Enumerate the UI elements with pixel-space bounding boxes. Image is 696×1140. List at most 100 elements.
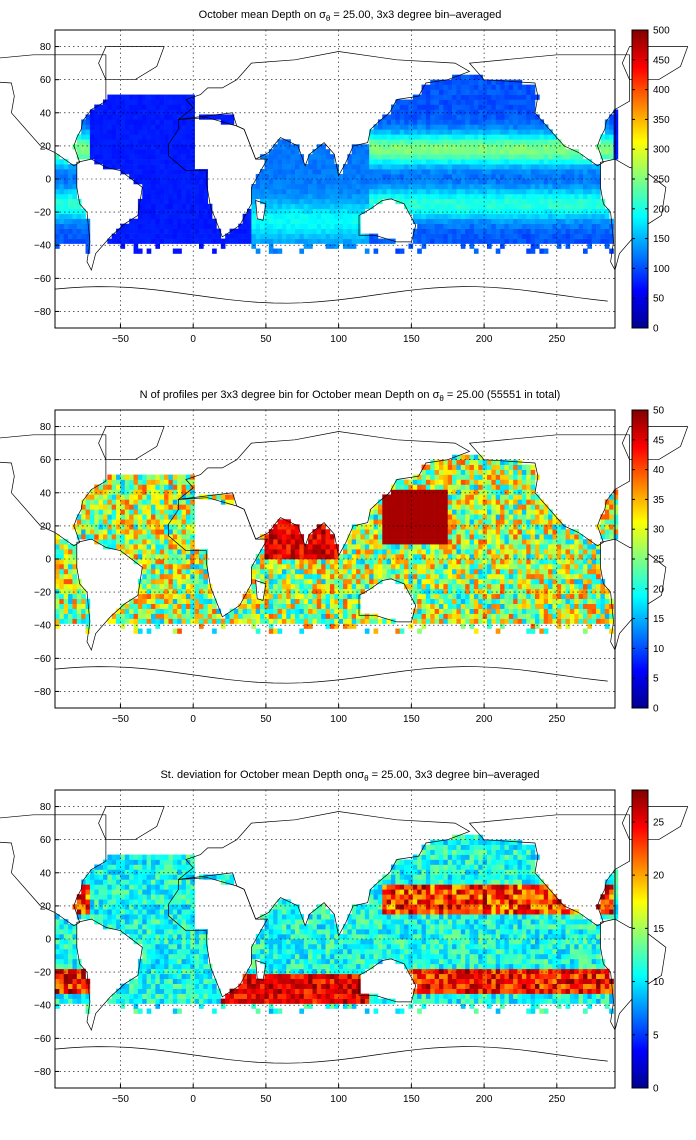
heatmap-cell xyxy=(434,149,440,155)
heatmap-cell xyxy=(565,608,571,614)
heatmap-cell xyxy=(478,573,483,580)
heatmap-cell xyxy=(408,109,414,115)
heatmap-cell xyxy=(382,544,387,550)
heatmap-cell xyxy=(521,149,527,155)
heatmap-cell xyxy=(447,119,453,125)
heatmap-cell xyxy=(321,169,326,175)
heatmap-cell xyxy=(399,139,405,145)
heatmap-cell xyxy=(434,238,440,244)
heatmap-cell xyxy=(360,198,366,205)
heatmap-cell xyxy=(513,578,518,585)
heatmap-cell xyxy=(600,593,606,600)
heatmap-cell xyxy=(268,208,274,215)
heatmap-cell xyxy=(434,84,440,90)
heatmap-cell xyxy=(190,164,195,170)
heatmap-cell xyxy=(290,593,296,600)
heatmap-cell xyxy=(190,154,195,160)
heatmap-cell xyxy=(107,164,113,170)
heatmap-cell xyxy=(456,583,462,590)
heatmap-cell xyxy=(124,529,130,535)
heatmap-cell xyxy=(351,563,357,570)
heatmap-cell xyxy=(111,154,117,160)
y-tick-label: 40 xyxy=(40,108,52,119)
heatmap-cell xyxy=(465,79,470,85)
heatmap-cell xyxy=(137,174,143,180)
heatmap-cell xyxy=(495,539,501,545)
heatmap-cell xyxy=(377,549,383,555)
heatmap-cell xyxy=(334,608,339,614)
heatmap-cell xyxy=(439,524,444,530)
heatmap-cell xyxy=(487,623,492,629)
heatmap-cell xyxy=(408,183,414,190)
heatmap-cell xyxy=(465,603,470,609)
heatmap-cell xyxy=(364,159,370,165)
heatmap-cell xyxy=(81,134,86,140)
heatmap-cell xyxy=(264,618,270,624)
heatmap-cell xyxy=(434,144,440,150)
heatmap-cell xyxy=(63,588,69,595)
heatmap-cell xyxy=(561,193,566,200)
heatmap-cell xyxy=(133,223,139,229)
heatmap-cell xyxy=(391,568,396,575)
heatmap-cell xyxy=(155,618,161,624)
heatmap-cell xyxy=(517,213,523,220)
heatmap-cell xyxy=(500,623,505,629)
heatmap-cell xyxy=(591,578,597,585)
heatmap-cell xyxy=(133,603,139,609)
heatmap-cell xyxy=(343,618,348,624)
heatmap-cell xyxy=(539,183,545,190)
heatmap-cell xyxy=(116,119,121,125)
heatmap-cell xyxy=(491,613,497,619)
heatmap-cell xyxy=(495,233,501,239)
heatmap-cell xyxy=(587,593,593,600)
heatmap-cell xyxy=(295,618,300,624)
heatmap-cell xyxy=(277,608,283,614)
heatmap-cell xyxy=(129,233,134,239)
heatmap-cell xyxy=(116,519,121,525)
heatmap-cell xyxy=(465,159,470,165)
heatmap-cell xyxy=(561,169,566,175)
heatmap-cell xyxy=(338,179,344,185)
heatmap-cell xyxy=(68,588,73,595)
heatmap-cell xyxy=(513,559,518,565)
heatmap-cell xyxy=(316,554,322,560)
heatmap-cell xyxy=(460,539,466,545)
heatmap-cell xyxy=(408,568,414,575)
heatmap-cell xyxy=(177,578,182,585)
heatmap-cell xyxy=(434,104,440,110)
heatmap-cell xyxy=(120,618,126,624)
heatmap-cell xyxy=(194,578,200,585)
heatmap-cell xyxy=(364,549,370,555)
heatmap-cell xyxy=(395,534,401,540)
heatmap-cell xyxy=(277,578,283,585)
heatmap-cell xyxy=(591,193,597,200)
heatmap-cell xyxy=(447,124,453,130)
heatmap-cell xyxy=(391,549,396,555)
heatmap-cell xyxy=(72,198,78,205)
heatmap-cell xyxy=(439,193,444,200)
heatmap-cell xyxy=(543,598,549,604)
heatmap-cell xyxy=(561,223,566,229)
heatmap-cell xyxy=(325,223,331,229)
heatmap-cell xyxy=(535,618,540,624)
heatmap-cell xyxy=(251,583,257,590)
heatmap-cell xyxy=(421,608,427,614)
heatmap-cell xyxy=(172,228,178,234)
heatmap-cell xyxy=(137,114,143,120)
heatmap-cell xyxy=(508,598,514,604)
heatmap-cell xyxy=(561,213,566,220)
heatmap-cell xyxy=(443,179,449,185)
heatmap-cell xyxy=(177,583,182,590)
heatmap-cell xyxy=(151,223,156,229)
heatmap-cell xyxy=(63,213,69,220)
heatmap-cell xyxy=(434,99,440,105)
heatmap-cell xyxy=(168,174,174,180)
heatmap-cell xyxy=(356,559,361,565)
heatmap-cell xyxy=(347,578,353,585)
heatmap-cell xyxy=(434,109,440,115)
heatmap-cell xyxy=(456,193,462,200)
heatmap-cell xyxy=(133,539,139,545)
heatmap-cell xyxy=(491,104,497,110)
heatmap-cell xyxy=(443,144,449,150)
heatmap-cell xyxy=(203,593,209,600)
